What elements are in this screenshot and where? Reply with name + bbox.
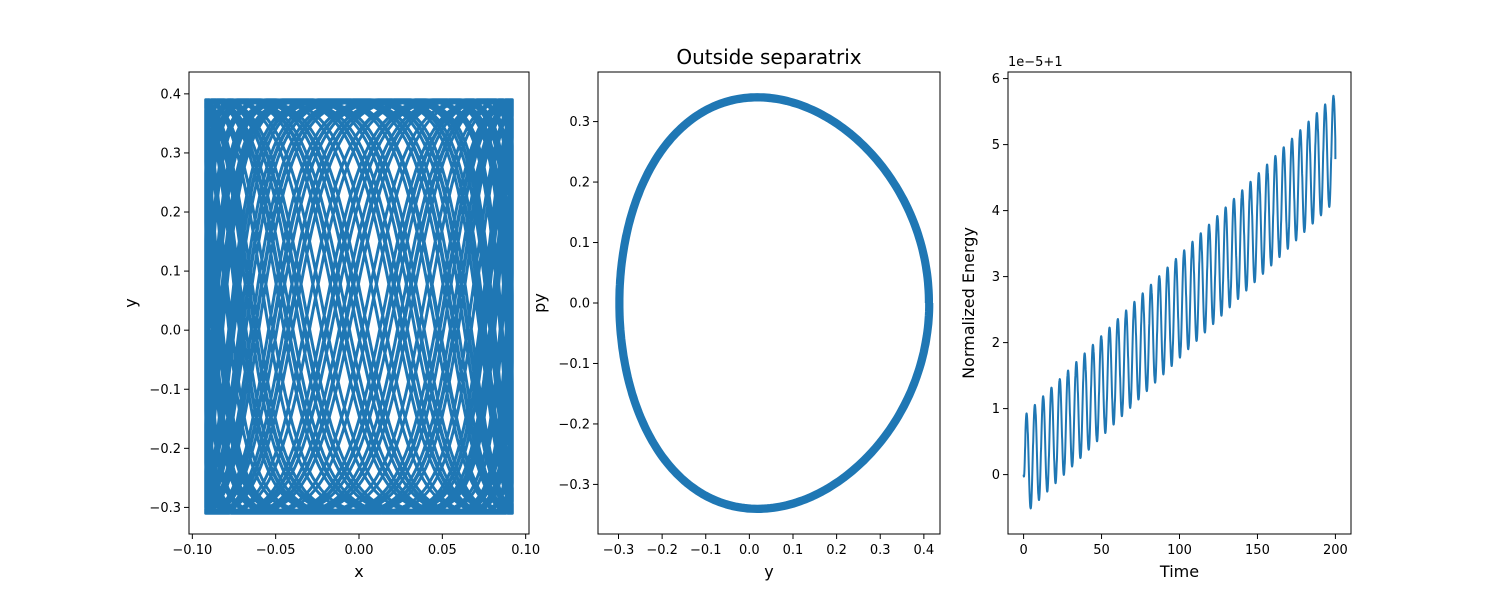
x-axis-label-energy: Time [1159, 562, 1199, 581]
x-tick-label: 50 [1093, 543, 1110, 558]
y-axis-ticks-phase: −0.3 −0.2 −0.1 0.0 0.1 0.2 0.3 [558, 115, 598, 493]
panel-title: Outside separatrix [676, 45, 861, 69]
y-tick-label: 0.3 [160, 146, 181, 161]
x-tick-label: 0.2 [826, 543, 847, 558]
y-tick-label: −0.3 [558, 478, 590, 493]
y-tick-label: 0.4 [160, 87, 181, 102]
y-tick-label: 1 [992, 402, 1000, 417]
y-tick-label: 0.3 [569, 115, 590, 130]
phase-orbit-curve [615, 93, 934, 513]
x-tick-label: 0.0 [739, 543, 760, 558]
y-axis-ticks-energy: 0 1 2 3 4 5 6 [992, 72, 1008, 483]
x-tick-label: 200 [1323, 543, 1348, 558]
y-axis-label-energy: Normalized Energy [959, 227, 978, 379]
panel-xy: −0.10 −0.05 0.00 0.05 0.10 −0.3 −0.2 −0.1 0.0 0.… [121, 71, 540, 581]
y-axis-label-phase: py [530, 293, 549, 313]
x-axis-label-xy: x [354, 562, 363, 581]
y-tick-label: −0.1 [558, 357, 590, 372]
x-tick-label: −0.05 [256, 543, 296, 558]
x-tick-label: 0.00 [345, 543, 374, 558]
trajectory-xy-curve [204, 98, 514, 515]
x-tick-label: 0.05 [428, 543, 457, 558]
x-tick-label: 100 [1167, 543, 1192, 558]
panel-energy: 0 50 100 150 200 0 1 2 3 4 5 6 1e−5+1 Time Normali… [959, 55, 1352, 581]
x-tick-label: 0.10 [511, 543, 540, 558]
y-tick-label: 3 [992, 270, 1000, 285]
x-tick-label: 0.4 [914, 543, 935, 558]
x-tick-label: 150 [1245, 543, 1270, 558]
y-tick-label: 0.2 [160, 206, 181, 221]
x-axis-ticks-energy: 0 50 100 150 200 [1019, 534, 1348, 558]
y-tick-label: 0.2 [569, 176, 590, 191]
y-tick-label: 2 [992, 336, 1000, 351]
y-axis-offset-text: 1e−5+1 [1008, 55, 1063, 70]
panel-phase-space: −0.3 −0.2 −0.1 0.0 0.1 0.2 0.3 0.4 −0.3 −0.2 −0.1… [530, 45, 941, 581]
y-tick-label: −0.1 [149, 383, 181, 398]
x-axis-label-phase: y [764, 562, 773, 581]
x-tick-label: 0.3 [870, 543, 891, 558]
axes-frame-phase [597, 71, 941, 535]
x-tick-label: −0.3 [603, 543, 635, 558]
y-tick-label: 0 [992, 468, 1000, 483]
x-tick-label: 0.1 [783, 543, 804, 558]
y-tick-label: 0.0 [160, 324, 181, 339]
x-tick-label: −0.2 [646, 543, 678, 558]
y-tick-label: 4 [992, 204, 1000, 219]
y-tick-label: 0.0 [569, 297, 590, 312]
x-axis-ticks-xy: −0.10 −0.05 0.00 0.05 0.10 [172, 534, 540, 558]
x-tick-label: −0.1 [690, 543, 722, 558]
y-tick-label: −0.3 [149, 501, 181, 516]
y-tick-label: 0.1 [160, 265, 181, 280]
x-tick-label: 0 [1019, 543, 1027, 558]
energy-curve [1022, 94, 1337, 510]
y-axis-label-xy: y [121, 298, 140, 307]
y-tick-label: −0.2 [558, 417, 590, 432]
x-tick-label: −0.10 [172, 543, 212, 558]
y-axis-ticks-xy: −0.3 −0.2 −0.1 0.0 0.1 0.2 0.3 0.4 [149, 87, 189, 516]
y-tick-label: 5 [992, 138, 1000, 153]
y-tick-label: 6 [992, 72, 1000, 87]
y-tick-label: −0.2 [149, 442, 181, 457]
x-axis-ticks-phase: −0.3 −0.2 −0.1 0.0 0.1 0.2 0.3 0.4 [603, 534, 934, 558]
y-tick-label: 0.1 [569, 236, 590, 251]
